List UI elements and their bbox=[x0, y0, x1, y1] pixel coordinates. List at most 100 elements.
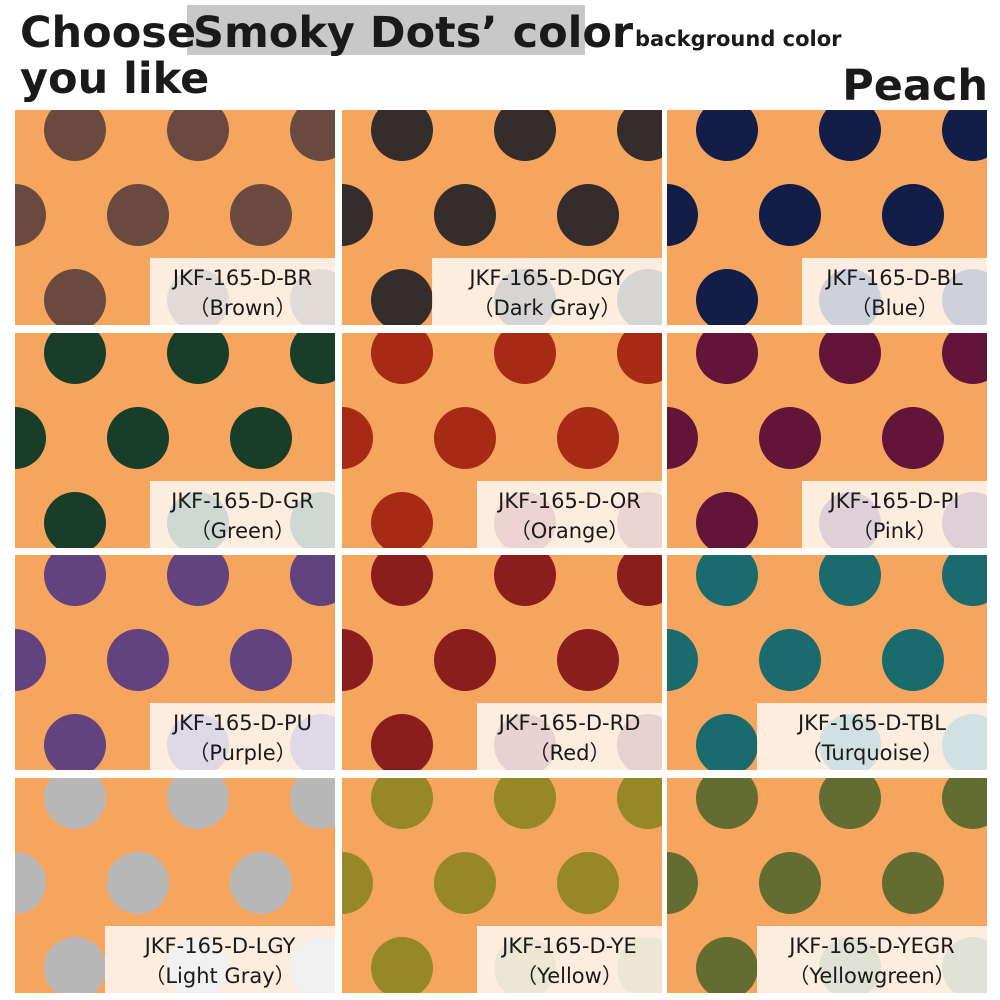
dot bbox=[942, 555, 987, 606]
swatch-code: JKF-165-D-BL bbox=[824, 266, 963, 290]
dot bbox=[44, 333, 106, 384]
dot bbox=[44, 555, 106, 606]
dot bbox=[167, 778, 229, 829]
dot bbox=[667, 407, 698, 469]
swatch-name: （Dark Gray） bbox=[473, 296, 622, 320]
swatch: JKF-165-D-OR （Orange） bbox=[342, 333, 662, 548]
dot bbox=[342, 852, 373, 914]
background-name: Peach bbox=[842, 61, 988, 111]
dot bbox=[44, 778, 106, 829]
background-label: background color bbox=[635, 27, 842, 51]
dot bbox=[759, 407, 821, 469]
swatch-code: JKF-165-D-OR bbox=[496, 489, 641, 513]
swatch-code: JKF-165-D-LGY bbox=[143, 934, 296, 958]
swatch: JKF-165-D-DGY （Dark Gray） bbox=[342, 110, 662, 325]
dot bbox=[290, 110, 335, 161]
dot bbox=[819, 333, 881, 384]
dot bbox=[371, 269, 433, 325]
label-box bbox=[802, 481, 987, 548]
dot bbox=[494, 110, 556, 161]
dot bbox=[107, 184, 169, 246]
dot bbox=[230, 852, 292, 914]
label-box bbox=[150, 481, 335, 548]
swatch: JKF-165-D-BL （Blue） bbox=[667, 110, 987, 325]
dot bbox=[696, 778, 758, 829]
dot bbox=[494, 555, 556, 606]
dot bbox=[617, 778, 662, 829]
label-box bbox=[477, 481, 662, 548]
dot bbox=[557, 184, 619, 246]
dot bbox=[434, 407, 496, 469]
swatch-code: JKF-165-D-GR bbox=[169, 489, 314, 513]
dot bbox=[494, 333, 556, 384]
dot bbox=[107, 407, 169, 469]
dot bbox=[167, 110, 229, 161]
label-box bbox=[150, 258, 335, 325]
label-box bbox=[150, 703, 335, 770]
dot bbox=[371, 492, 433, 548]
dot bbox=[494, 778, 556, 829]
swatch-grid: JKF-165-D-BR （Brown） JKF-165-D-DGY （Dark Gr… bbox=[15, 110, 987, 993]
title-end: you like bbox=[20, 54, 209, 104]
swatch-name: （Brown） bbox=[189, 296, 297, 320]
dot bbox=[371, 714, 433, 770]
dot bbox=[882, 852, 944, 914]
dot bbox=[696, 269, 758, 325]
dot bbox=[371, 110, 433, 161]
dot bbox=[167, 555, 229, 606]
dot bbox=[230, 629, 292, 691]
dot bbox=[290, 778, 335, 829]
swatch-name: （Light Gray） bbox=[144, 964, 295, 988]
swatch-name: （Yellowgreen） bbox=[788, 964, 955, 988]
swatch-code: JKF-165-D-PU bbox=[171, 711, 312, 735]
dot bbox=[696, 333, 758, 384]
dot bbox=[44, 937, 106, 993]
dot bbox=[942, 333, 987, 384]
dot bbox=[371, 937, 433, 993]
dot bbox=[696, 492, 758, 548]
dot bbox=[167, 333, 229, 384]
title-highlight: Smoky Dots’ color bbox=[193, 8, 634, 58]
swatch: JKF-165-D-LGY （Light Gray） bbox=[15, 778, 335, 993]
swatch: JKF-165-D-GR （Green） bbox=[15, 333, 335, 548]
dot bbox=[759, 629, 821, 691]
label-box bbox=[105, 926, 335, 993]
dot bbox=[15, 629, 46, 691]
dot bbox=[230, 184, 292, 246]
label-box bbox=[432, 258, 662, 325]
dot bbox=[15, 407, 46, 469]
swatch: JKF-165-D-TBL （Turquoise） bbox=[667, 555, 987, 770]
dot bbox=[819, 778, 881, 829]
dot bbox=[557, 629, 619, 691]
swatch-name: （Green） bbox=[190, 519, 296, 543]
dot bbox=[696, 937, 758, 993]
dot bbox=[617, 333, 662, 384]
swatch-name: （Yellow） bbox=[516, 964, 623, 988]
dot bbox=[434, 184, 496, 246]
dot bbox=[942, 110, 987, 161]
swatch: JKF-165-D-YEGR （Yellowgreen） bbox=[667, 778, 987, 993]
dot bbox=[557, 852, 619, 914]
dot bbox=[15, 852, 46, 914]
swatch-code: JKF-165-D-YE bbox=[500, 934, 637, 958]
swatch-code: JKF-165-D-YEGR bbox=[787, 934, 955, 958]
dot bbox=[696, 555, 758, 606]
dot bbox=[667, 852, 698, 914]
label-box bbox=[757, 703, 987, 770]
swatch-name: （Orange） bbox=[510, 519, 630, 543]
dot bbox=[230, 407, 292, 469]
dot bbox=[819, 110, 881, 161]
dot bbox=[557, 407, 619, 469]
dot bbox=[696, 110, 758, 161]
dot bbox=[942, 778, 987, 829]
dot bbox=[696, 714, 758, 770]
dot bbox=[342, 184, 373, 246]
swatch: JKF-165-D-RD （Red） bbox=[342, 555, 662, 770]
dot bbox=[819, 555, 881, 606]
dot bbox=[342, 629, 373, 691]
swatch: JKF-165-D-PI （Pink） bbox=[667, 333, 987, 548]
swatch-name: （Blue） bbox=[850, 296, 938, 320]
dot bbox=[44, 492, 106, 548]
dot bbox=[434, 852, 496, 914]
